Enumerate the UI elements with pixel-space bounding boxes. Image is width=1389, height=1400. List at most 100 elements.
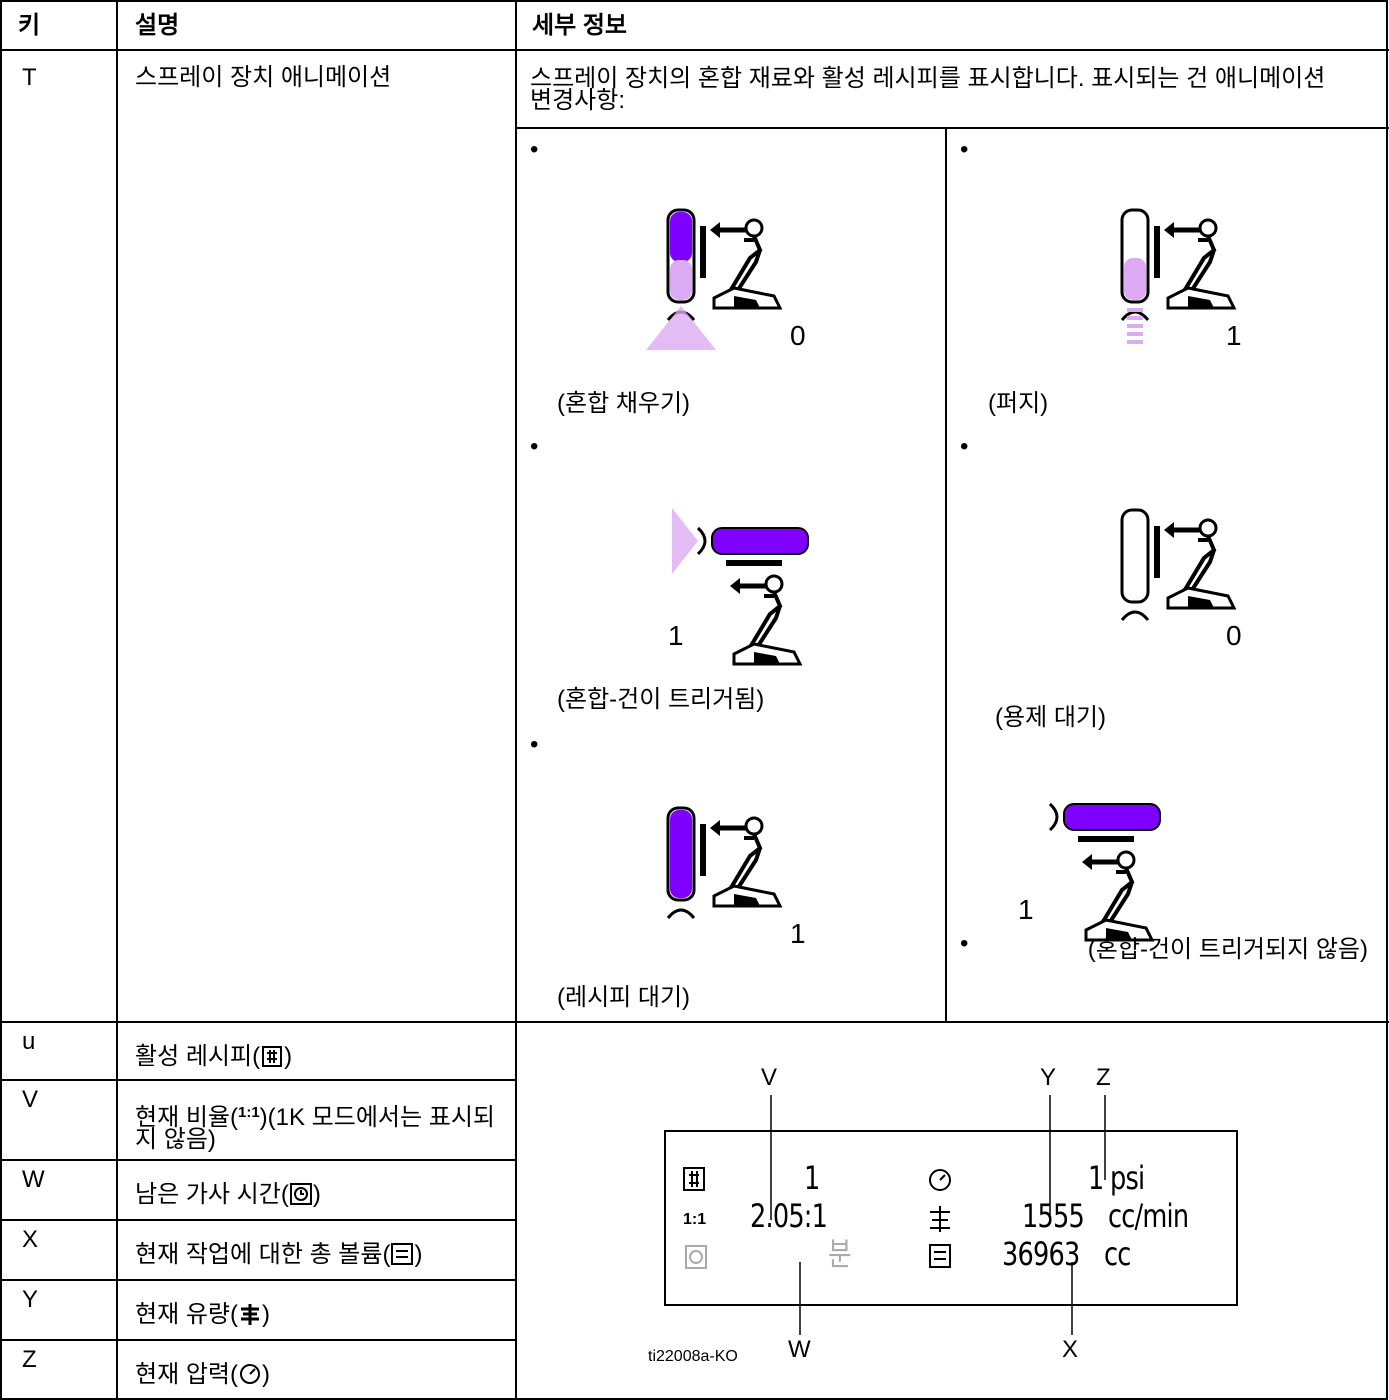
spray-bar <box>1127 332 1143 336</box>
robot-base <box>712 286 783 310</box>
robot-base <box>1084 918 1155 942</box>
callout-z: Z <box>1096 1064 1111 1091</box>
robot-joint <box>744 816 764 836</box>
gun-plate <box>1154 226 1160 278</box>
time-icon-clock <box>689 1250 703 1264</box>
volume-icon <box>929 1244 951 1268</box>
robot-base <box>1166 286 1237 310</box>
bullet: • <box>960 930 969 957</box>
inline-icon <box>240 1304 259 1325</box>
row-details: 스프레이 장치의 혼합 재료와 활성 레시피를 표시합니다. 표시되는 건 애니… <box>530 65 1326 114</box>
row-key: Z <box>22 1346 37 1373</box>
robot-base-hatch <box>1106 928 1132 940</box>
robot-arrow <box>1164 522 1174 538</box>
row-key: V <box>22 1086 39 1113</box>
lcd-flow: 1555 <box>1022 1197 1085 1235</box>
lcd-pressure-unit: psi <box>1110 1159 1145 1197</box>
bullet: • <box>530 433 539 460</box>
tank <box>1063 803 1161 831</box>
display-icons <box>683 1167 951 1269</box>
robot-arrow <box>1164 222 1174 238</box>
state-number: 0 <box>790 320 806 351</box>
display-diagram <box>664 1095 1238 1335</box>
nozzle <box>1120 610 1150 621</box>
tank <box>1120 508 1150 604</box>
volume-icon-mark <box>934 1251 946 1260</box>
bullet: • <box>960 136 969 163</box>
description-text: 현재 압력( <box>135 1361 238 1388</box>
pressure-icon <box>929 1169 951 1191</box>
row-description: 현재 비율(1:1)(1K 모드에서는 표시되지 않음) <box>135 1102 505 1153</box>
icon-shape <box>239 1364 260 1384</box>
row-description: 남은 가사 시간() <box>135 1181 505 1208</box>
description-text: ) <box>261 1361 270 1388</box>
icon-shape <box>240 1304 259 1325</box>
tank <box>711 527 809 555</box>
robot-base-hatch <box>734 296 760 308</box>
lcd-volume: 36963 <box>1002 1235 1080 1273</box>
robot-joint <box>1116 850 1136 870</box>
robot-joint <box>1198 518 1218 538</box>
robot-arrow <box>1082 854 1092 870</box>
nozzle <box>1048 802 1059 832</box>
callout-w: W <box>788 1336 811 1363</box>
spray-bar <box>1127 324 1143 328</box>
gun-plate <box>726 560 782 566</box>
robot-arrow <box>710 820 720 836</box>
robot-joint <box>1198 218 1218 238</box>
inline-icon <box>289 1183 312 1205</box>
spray-cone <box>646 306 716 350</box>
nozzle <box>696 526 707 556</box>
icon-shape <box>293 1187 308 1201</box>
robot-joint <box>764 574 784 594</box>
description-text: )(1K 모드에서는 표시되지 않음) <box>135 1104 495 1153</box>
description-text: ) <box>261 1301 270 1328</box>
header-key: 키 <box>18 12 41 39</box>
recipe-icon-mark <box>689 1171 699 1187</box>
inline-icon <box>239 1364 260 1384</box>
bullet: • <box>960 433 969 460</box>
spray-bar <box>1127 340 1143 344</box>
description-text: ) <box>312 1181 321 1208</box>
row-description: 현재 압력() <box>135 1361 505 1388</box>
robot-base-hatch <box>1188 596 1214 608</box>
spray-bar <box>1127 308 1143 312</box>
icon-shape <box>289 1183 312 1205</box>
callout-v: V <box>761 1064 778 1091</box>
icon-shape <box>299 1190 304 1195</box>
figure-id: ti22008a-KO <box>648 1348 738 1365</box>
robot-arrow <box>710 222 720 238</box>
row-key: W <box>22 1166 45 1193</box>
row-key: X <box>22 1226 39 1253</box>
state-number: 1 <box>1226 320 1242 351</box>
gun-plate <box>700 226 706 278</box>
state-number: 1 <box>668 620 684 651</box>
tank-fill-light <box>670 260 692 300</box>
row-description: 현재 유량() <box>135 1301 505 1328</box>
icon-shape <box>262 1046 283 1067</box>
row-description: 활성 레시피() <box>135 1043 505 1070</box>
gun-plate <box>1154 526 1160 578</box>
robot-base <box>712 884 783 908</box>
row-key: T <box>22 64 37 91</box>
gun-plate <box>700 824 706 876</box>
lcd-ratio: 2.05:1 <box>750 1197 828 1235</box>
state-caption: (혼합-건이 트리거됨) <box>557 686 765 713</box>
robot-base-hatch <box>734 894 760 906</box>
description-text: 현재 작업에 대한 총 볼륨( <box>135 1241 391 1268</box>
lcd-volume-unit: cc <box>1104 1235 1131 1273</box>
robot-arrow <box>730 578 740 594</box>
description-text: ) <box>284 1043 293 1070</box>
callout-lines <box>770 1095 1106 1335</box>
state-caption: (혼합 채우기) <box>557 390 691 417</box>
description-text: 현재 비율( <box>135 1104 238 1131</box>
state-caption: (혼합-건이 트리거되지 않음) <box>1087 936 1368 963</box>
tank-fill-light <box>1124 258 1146 300</box>
recipe-icon <box>683 1167 705 1191</box>
icon-shape <box>391 1243 414 1265</box>
state-number: 0 <box>1226 620 1242 651</box>
lcd-time-unit: 분 <box>828 1235 852 1273</box>
display-frame <box>664 1130 1238 1306</box>
